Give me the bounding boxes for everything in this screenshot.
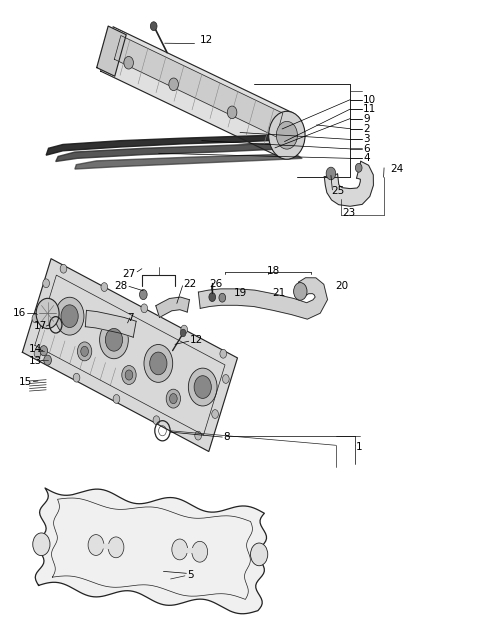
Circle shape: [33, 533, 50, 556]
Circle shape: [61, 305, 78, 327]
Circle shape: [124, 56, 133, 69]
Circle shape: [108, 537, 124, 557]
Text: 19: 19: [234, 288, 248, 298]
Circle shape: [294, 283, 307, 300]
Circle shape: [144, 344, 173, 382]
Circle shape: [228, 106, 237, 119]
Circle shape: [55, 297, 84, 335]
Circle shape: [60, 264, 67, 273]
Text: 25: 25: [331, 186, 344, 196]
Circle shape: [251, 543, 268, 566]
Circle shape: [125, 370, 133, 380]
Text: 5: 5: [187, 569, 194, 580]
Circle shape: [188, 368, 217, 406]
Circle shape: [220, 349, 227, 358]
Circle shape: [88, 535, 104, 556]
Circle shape: [355, 164, 362, 173]
Circle shape: [81, 346, 88, 356]
Polygon shape: [114, 35, 283, 137]
Text: 26: 26: [209, 279, 222, 289]
Text: 11: 11: [363, 104, 376, 114]
Polygon shape: [56, 143, 302, 162]
Text: 18: 18: [267, 265, 280, 276]
Text: 15: 15: [19, 377, 32, 387]
Circle shape: [212, 410, 218, 418]
Text: 14: 14: [28, 344, 42, 355]
Circle shape: [166, 389, 180, 408]
Polygon shape: [180, 547, 200, 554]
Circle shape: [100, 321, 128, 359]
Circle shape: [153, 416, 160, 425]
Circle shape: [141, 304, 148, 313]
Circle shape: [223, 375, 229, 384]
Polygon shape: [46, 135, 305, 155]
Text: 8: 8: [223, 432, 230, 442]
Text: 9: 9: [363, 114, 370, 124]
Circle shape: [140, 289, 147, 300]
Text: 23: 23: [342, 208, 355, 218]
Polygon shape: [85, 310, 136, 337]
Circle shape: [40, 346, 48, 356]
Circle shape: [32, 314, 39, 323]
Text: 4: 4: [363, 154, 370, 163]
Circle shape: [169, 394, 177, 404]
Text: 20: 20: [336, 281, 349, 291]
Circle shape: [101, 283, 108, 291]
Circle shape: [192, 542, 208, 562]
Polygon shape: [324, 161, 373, 206]
Polygon shape: [35, 488, 266, 614]
Text: 21: 21: [273, 288, 286, 298]
Circle shape: [105, 329, 122, 351]
Circle shape: [113, 394, 120, 403]
Text: 27: 27: [122, 269, 135, 279]
Circle shape: [181, 325, 188, 334]
Polygon shape: [97, 26, 126, 76]
Circle shape: [172, 539, 188, 560]
Text: 17: 17: [34, 321, 48, 331]
Text: 28: 28: [115, 281, 128, 291]
Text: 22: 22: [183, 279, 197, 289]
Circle shape: [36, 298, 59, 329]
Text: 7: 7: [128, 313, 134, 323]
Circle shape: [73, 374, 80, 382]
Circle shape: [276, 121, 298, 149]
Polygon shape: [101, 27, 293, 157]
Circle shape: [269, 111, 305, 159]
Polygon shape: [156, 297, 190, 317]
Text: 12: 12: [199, 35, 213, 46]
Circle shape: [34, 349, 41, 358]
Circle shape: [43, 279, 49, 288]
Text: 6: 6: [363, 144, 370, 154]
Circle shape: [77, 342, 92, 361]
Text: 16: 16: [12, 308, 26, 319]
Circle shape: [44, 355, 51, 365]
Circle shape: [180, 329, 186, 337]
Text: 24: 24: [390, 164, 403, 174]
Text: 12: 12: [190, 335, 203, 345]
Polygon shape: [96, 543, 116, 549]
Text: 10: 10: [363, 95, 376, 105]
Text: 13: 13: [28, 356, 42, 367]
Circle shape: [195, 431, 202, 440]
Circle shape: [169, 78, 179, 90]
Text: 2: 2: [363, 124, 370, 134]
Text: 3: 3: [363, 135, 370, 145]
Circle shape: [219, 293, 226, 302]
Polygon shape: [198, 277, 327, 319]
Circle shape: [150, 21, 157, 30]
Circle shape: [150, 352, 167, 375]
Circle shape: [209, 293, 216, 301]
Polygon shape: [75, 154, 302, 169]
Polygon shape: [23, 258, 238, 451]
Text: 1: 1: [356, 442, 362, 452]
Circle shape: [122, 365, 136, 384]
Circle shape: [194, 375, 211, 398]
Circle shape: [326, 167, 336, 179]
